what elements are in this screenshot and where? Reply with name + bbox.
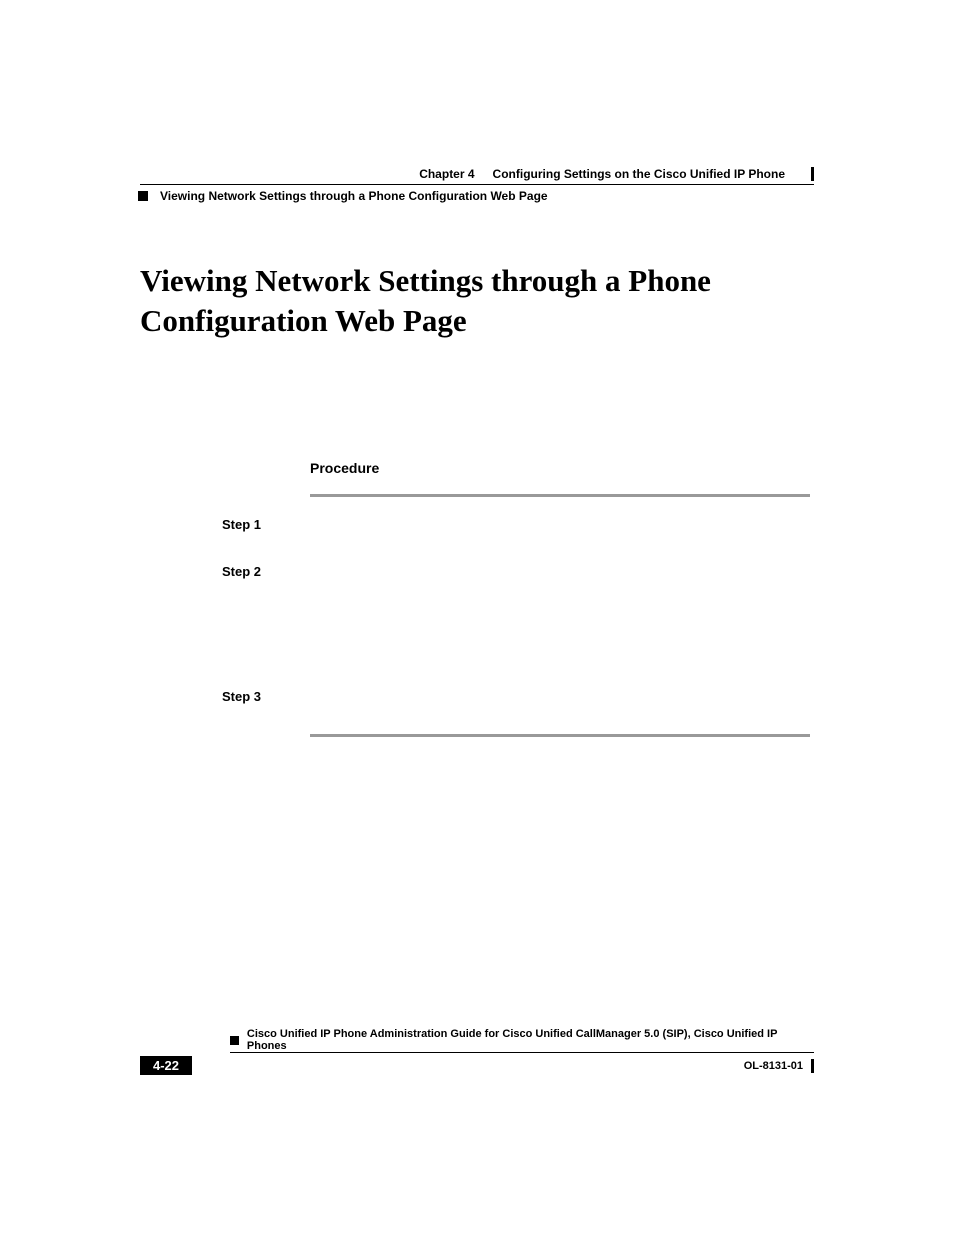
procedure-label: Procedure: [310, 460, 814, 476]
page-header: Chapter 4 Configuring Settings on the Ci…: [140, 0, 814, 203]
section-marker-icon: [138, 191, 148, 201]
footer-title-row: Cisco Unified IP Phone Administration Gu…: [230, 1028, 814, 1052]
step-row: Step 3: [222, 689, 814, 704]
footer-bottom-row: 4-22 OL-8131-01: [140, 1056, 814, 1075]
header-rule: [140, 184, 814, 185]
procedure-section: Procedure Step 1 Step 2 Step 3: [310, 460, 814, 737]
step-row: Step 1: [222, 517, 814, 532]
procedure-bottom-rule: [310, 734, 810, 737]
main-heading: Viewing Network Settings through a Phone…: [140, 261, 814, 340]
footer-rule: [230, 1052, 814, 1053]
header-top-row: Chapter 4 Configuring Settings on the Ci…: [140, 167, 814, 181]
footer-guide-title: Cisco Unified IP Phone Administration Gu…: [247, 1028, 814, 1052]
step-label: Step 2: [222, 564, 310, 579]
procedure-top-rule: [310, 494, 810, 497]
chapter-number: Chapter 4: [419, 167, 474, 181]
chapter-title: Configuring Settings on the Cisco Unifie…: [493, 167, 785, 181]
footer-dot-icon: [230, 1036, 239, 1045]
page-number: 4-22: [140, 1056, 192, 1075]
step-label: Step 3: [222, 689, 310, 704]
step-row: Step 2: [222, 564, 814, 579]
section-header-row: Viewing Network Settings through a Phone…: [140, 189, 814, 203]
header-marker-icon: [811, 167, 814, 181]
document-page: Chapter 4 Configuring Settings on the Ci…: [0, 0, 954, 1235]
step-label: Step 1: [222, 517, 310, 532]
section-title: Viewing Network Settings through a Phone…: [160, 189, 548, 203]
footer-marker-icon: [811, 1059, 814, 1073]
page-footer: Cisco Unified IP Phone Administration Gu…: [140, 1035, 814, 1075]
document-id: OL-8131-01: [744, 1060, 803, 1072]
